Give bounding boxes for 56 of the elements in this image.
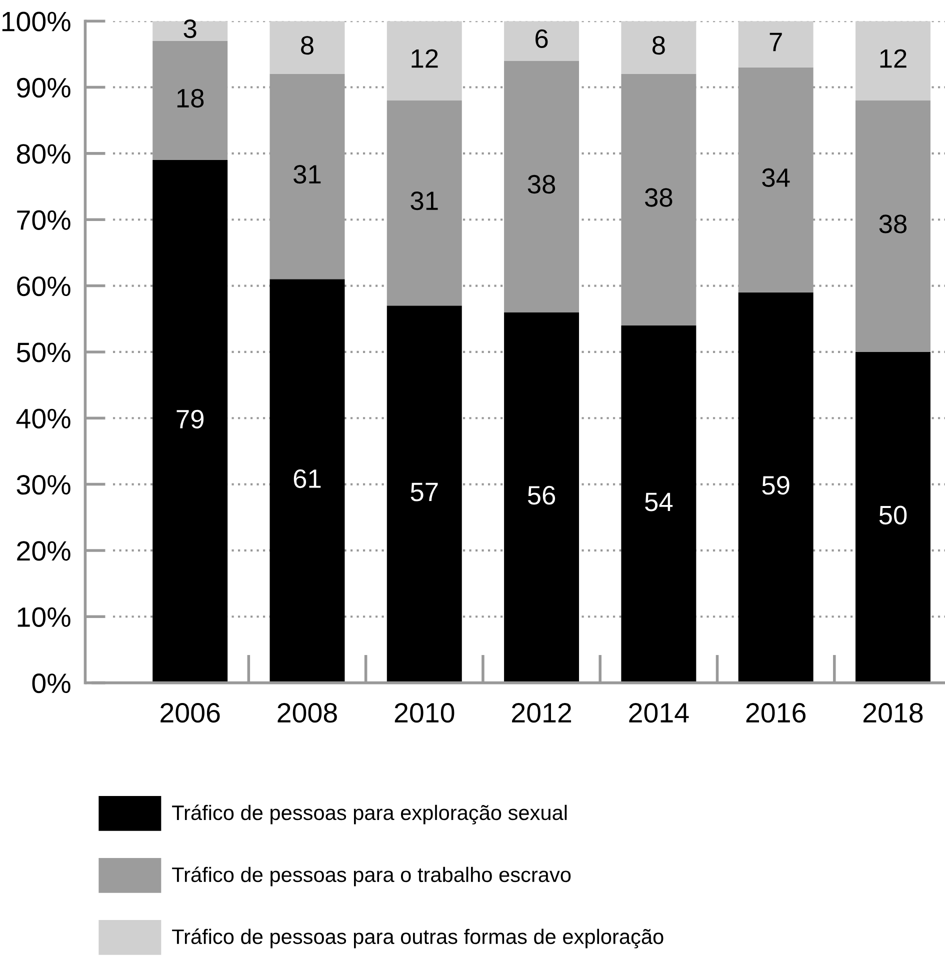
x-tick-label: 2012 xyxy=(512,702,572,723)
y-tick-label: 30% xyxy=(16,474,70,495)
legend-label: Tráfico de pessoas para exploração sexual xyxy=(172,804,567,824)
data-label: 31 xyxy=(294,164,321,184)
bar xyxy=(386,306,462,683)
data-label: 56 xyxy=(528,486,556,505)
data-label: 50 xyxy=(879,506,907,524)
y-tick-label: 80% xyxy=(16,144,70,164)
y-tick-label: 100% xyxy=(2,12,70,32)
x-tick-label: 2010 xyxy=(394,702,454,723)
data-label: 79 xyxy=(176,410,204,429)
data-label: 61 xyxy=(294,469,321,488)
bar xyxy=(386,21,462,101)
data-label: 59 xyxy=(762,476,790,495)
bar xyxy=(504,21,580,61)
bar xyxy=(152,21,228,41)
bar xyxy=(270,279,345,683)
bar xyxy=(504,312,580,683)
data-label: 31 xyxy=(410,191,438,210)
y-tick-label: 50% xyxy=(16,342,70,362)
bar xyxy=(152,160,228,683)
x-tick-label: 2014 xyxy=(629,702,689,723)
x-tick-label: 2016 xyxy=(746,702,806,723)
bar xyxy=(738,21,814,68)
data-label: 7 xyxy=(770,32,782,52)
data-label: 12 xyxy=(412,49,438,68)
data-label: 12 xyxy=(880,49,906,68)
data-label: 18 xyxy=(177,88,204,108)
legend-label: Tráfico de pessoas para outras formas de exploração xyxy=(172,928,664,948)
legend-label: Tráfico de pessoas para o trabalho escravo xyxy=(172,866,571,886)
data-label: 8 xyxy=(652,36,665,55)
y-tick-label: 70% xyxy=(17,210,70,230)
y-tick-label: 90% xyxy=(17,78,70,98)
y-tick-label: 60% xyxy=(17,276,70,296)
x-tick-label: 2008 xyxy=(278,702,337,723)
data-label: 8 xyxy=(301,36,314,55)
x-tick-label: 2006 xyxy=(160,702,220,723)
bar xyxy=(621,21,696,74)
data-label: 38 xyxy=(528,174,556,194)
data-label: 38 xyxy=(879,214,907,234)
data-label: 57 xyxy=(410,482,438,502)
bar xyxy=(855,352,930,683)
bar xyxy=(855,21,930,101)
data-label: 34 xyxy=(762,168,790,187)
y-tick-label: 0% xyxy=(32,673,70,694)
data-label: 3 xyxy=(184,19,196,38)
bar xyxy=(621,325,696,683)
data-label: 54 xyxy=(645,492,673,512)
bar xyxy=(738,292,814,683)
y-tick-label: 40% xyxy=(16,408,70,428)
y-tick-label: 10% xyxy=(18,607,70,627)
x-tick-label: 2018 xyxy=(863,702,923,723)
y-tick-label: 20% xyxy=(17,541,70,561)
data-label: 6 xyxy=(536,29,548,48)
bar xyxy=(270,21,345,74)
data-label: 38 xyxy=(645,188,672,207)
